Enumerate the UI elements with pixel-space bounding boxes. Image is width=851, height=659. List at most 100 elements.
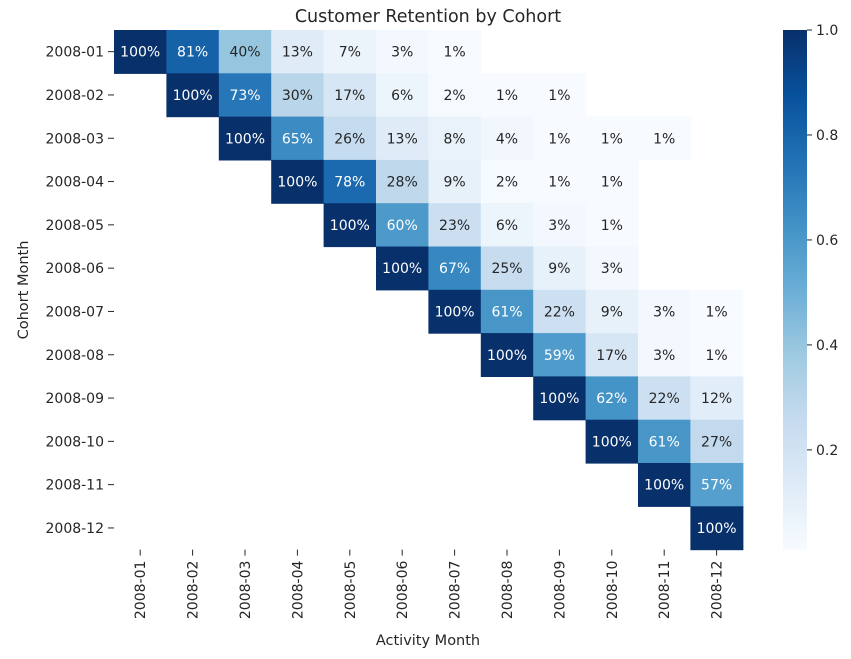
y-tick-label: 2008-06 <box>46 261 105 277</box>
heatmap-cell <box>690 506 744 551</box>
heatmap-cell <box>166 73 220 118</box>
cell-value-label: 100% <box>697 521 737 537</box>
colorbar-tick-label: 0.8 <box>816 128 838 144</box>
cell-value-label: 1% <box>548 175 570 191</box>
heatmap-cell <box>585 419 639 464</box>
heatmap-cell <box>585 203 639 248</box>
x-tick-label: 2008-05 <box>343 561 359 620</box>
x-tick-label: 2008-04 <box>290 561 306 620</box>
heatmap-cell <box>480 289 534 334</box>
chart-title: Customer Retention by Cohort <box>295 7 561 27</box>
heatmap-cell <box>376 246 429 291</box>
cell-value-label: 100% <box>225 131 265 147</box>
heatmap-cell <box>218 30 272 74</box>
heatmap-cell <box>533 246 587 291</box>
heatmap-cell <box>376 203 429 248</box>
heatmap-cell <box>638 333 691 377</box>
cell-value-label: 8% <box>443 131 465 147</box>
cell-value-label: 57% <box>701 478 732 494</box>
heatmap-cell <box>376 73 429 118</box>
cell-value-label: 12% <box>701 391 732 407</box>
heatmap-cell <box>166 30 220 74</box>
heatmap-cell <box>271 159 325 204</box>
heatmap-cell <box>271 30 325 74</box>
colorbar-tick-label: 0.6 <box>816 233 838 249</box>
heatmap-cell <box>428 246 482 291</box>
cell-value-label: 1% <box>601 131 623 147</box>
cell-value-label: 78% <box>334 175 365 191</box>
cell-value-label: 81% <box>177 45 208 61</box>
heatmap-cell <box>218 116 272 161</box>
cell-value-label: 6% <box>496 218 518 234</box>
cell-value-label: 3% <box>653 304 675 320</box>
cell-value-label: 73% <box>229 88 260 104</box>
heatmap-cell <box>323 30 377 74</box>
heatmap-cell <box>218 73 272 118</box>
cell-value-label: 26% <box>334 131 365 147</box>
heatmap-cell <box>690 289 744 334</box>
heatmap-cell <box>690 463 744 507</box>
colorbar-tick-label: 0.2 <box>816 443 838 459</box>
y-tick-label: 2008-11 <box>46 478 105 494</box>
cell-value-label: 1% <box>443 45 465 61</box>
cell-value-label: 100% <box>592 434 632 450</box>
cell-value-label: 1% <box>601 218 623 234</box>
heatmap-cell <box>428 289 482 334</box>
x-tick-label: 2008-07 <box>448 561 464 620</box>
cell-value-label: 100% <box>382 261 422 277</box>
cell-value-label: 3% <box>653 348 675 364</box>
cell-value-label: 100% <box>120 45 160 61</box>
cell-value-label: 3% <box>601 261 623 277</box>
heatmap-cells: 100% 81% 40% 13% 7% 3% 1% 100% 73% 30% 17% 6% 2% 1% 1%… <box>114 30 744 551</box>
x-tick-labels: 2008-01 2008-02 2008-03 2008-04 2008-05 2008-… <box>133 549 726 620</box>
heatmap-cell <box>428 116 482 161</box>
cell-value-label: 3% <box>548 218 570 234</box>
heatmap-cell <box>480 246 534 291</box>
cell-value-label: 100% <box>644 478 684 494</box>
heatmap-cell <box>585 159 639 204</box>
cell-value-label: 100% <box>173 88 213 104</box>
heatmap-cell <box>480 159 534 204</box>
heatmap-cell <box>585 289 639 334</box>
cell-value-label: 17% <box>596 348 627 364</box>
cell-value-label: 27% <box>701 434 732 450</box>
x-axis-label: Activity Month <box>376 633 480 649</box>
cell-value-label: 13% <box>387 131 418 147</box>
cell-value-label: 100% <box>487 348 527 364</box>
heatmap-cell <box>533 333 587 377</box>
heatmap-cell <box>585 376 639 421</box>
cell-value-label: 9% <box>548 261 570 277</box>
heatmap-cell <box>690 376 744 421</box>
cell-value-label: 17% <box>334 88 365 104</box>
y-tick-labels: 2008-01 2008-02 2008-03 2008-04 2008-05 2008-… <box>46 45 114 537</box>
cell-value-label: 1% <box>705 348 727 364</box>
x-tick-label: 2008-01 <box>133 561 149 620</box>
y-tick-label: 2008-05 <box>46 218 105 234</box>
cell-value-label: 40% <box>229 45 260 61</box>
cell-value-label: 13% <box>282 45 313 61</box>
cell-value-label: 60% <box>387 218 418 234</box>
heatmap-cell <box>376 159 429 204</box>
heatmap-cell <box>428 73 482 118</box>
heatmap-cell <box>428 30 482 74</box>
heatmap-cell <box>585 333 639 377</box>
cell-value-label: 22% <box>544 304 575 320</box>
y-tick-label: 2008-01 <box>46 45 105 61</box>
y-tick-label: 2008-04 <box>46 175 105 191</box>
y-tick-label: 2008-07 <box>46 304 105 320</box>
cell-value-label: 1% <box>705 304 727 320</box>
heatmap-cell <box>428 203 482 248</box>
x-tick-label: 2008-02 <box>186 561 202 620</box>
x-tick-label: 2008-11 <box>657 561 673 620</box>
heatmap-cell <box>114 30 167 74</box>
y-tick-label: 2008-12 <box>46 521 105 537</box>
colorbar-tick-label: 0.4 <box>816 338 838 354</box>
heatmap-cell <box>585 246 639 291</box>
heatmap-cell <box>533 159 587 204</box>
cell-value-label: 30% <box>282 88 313 104</box>
x-tick-label: 2008-06 <box>395 561 411 620</box>
cell-value-label: 1% <box>548 131 570 147</box>
heatmap-cell <box>533 289 587 334</box>
